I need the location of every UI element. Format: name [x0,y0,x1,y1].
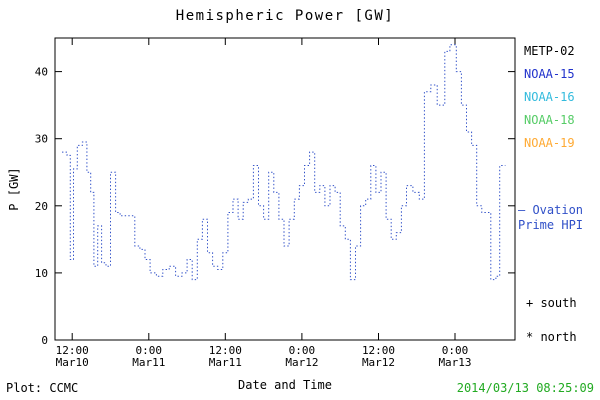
legend-item-metp-02: METP-02 [524,44,575,58]
chart-title: Hemispheric Power [GW] [175,8,395,24]
plot-frame [54,37,516,341]
y-tick-label: 40 [35,66,48,79]
x-tick-label-time: 0:00 [136,344,163,357]
legend-item-noaa-19: NOAA-19 [524,136,575,150]
y-axis-ticks: 0 10 20 30 40 [35,66,515,347]
ovation-annotation-line2: Prime HPI [518,218,584,232]
x-tick-label-time: 12:00 [362,344,395,357]
hpi-step-line [62,44,506,281]
north-marker-label: * north [526,330,577,344]
x-tick-label-date: Mar11 [209,356,242,369]
y-tick-label: 20 [35,200,48,213]
y-tick-label: 30 [35,133,48,146]
legend-item-noaa-18: NOAA-18 [524,113,575,127]
x-tick-label-time: 0:00 [442,344,469,357]
x-axis-ticks: 12:00Mar100:00Mar1112:00Mar110:00Mar1212… [56,38,472,369]
x-tick-label-time: 12:00 [56,344,89,357]
x-axis-title: Date and Time [238,378,332,392]
x-tick-label-time: 0:00 [289,344,316,357]
y-tick-label: 10 [35,267,48,280]
south-marker-label: + south [526,296,577,310]
footer-timestamp: 2014/03/13 08:25:09 [456,381,594,395]
legend-item-noaa-16: NOAA-16 [524,90,575,104]
legend-item-noaa-15: NOAA-15 [524,67,575,81]
x-tick-label-date: Mar12 [285,356,318,369]
ovation-annotation-line1: – Ovation [518,203,584,217]
x-tick-label-time: 12:00 [209,344,242,357]
x-tick-label-date: Mar11 [132,356,165,369]
x-tick-label-date: Mar10 [56,356,89,369]
ovation-prime-hpi-path [62,44,506,281]
satellite-legend: METP-02 NOAA-15 NOAA-16 NOAA-18 NOAA-19 [524,40,575,155]
footer-plot-source: Plot: CCMC [6,381,79,395]
ovation-annotation: – Ovation Prime HPI [518,203,583,233]
x-tick-label-date: Mar12 [362,356,395,369]
x-tick-label-date: Mar13 [438,356,471,369]
y-tick-label: 0 [41,334,48,347]
